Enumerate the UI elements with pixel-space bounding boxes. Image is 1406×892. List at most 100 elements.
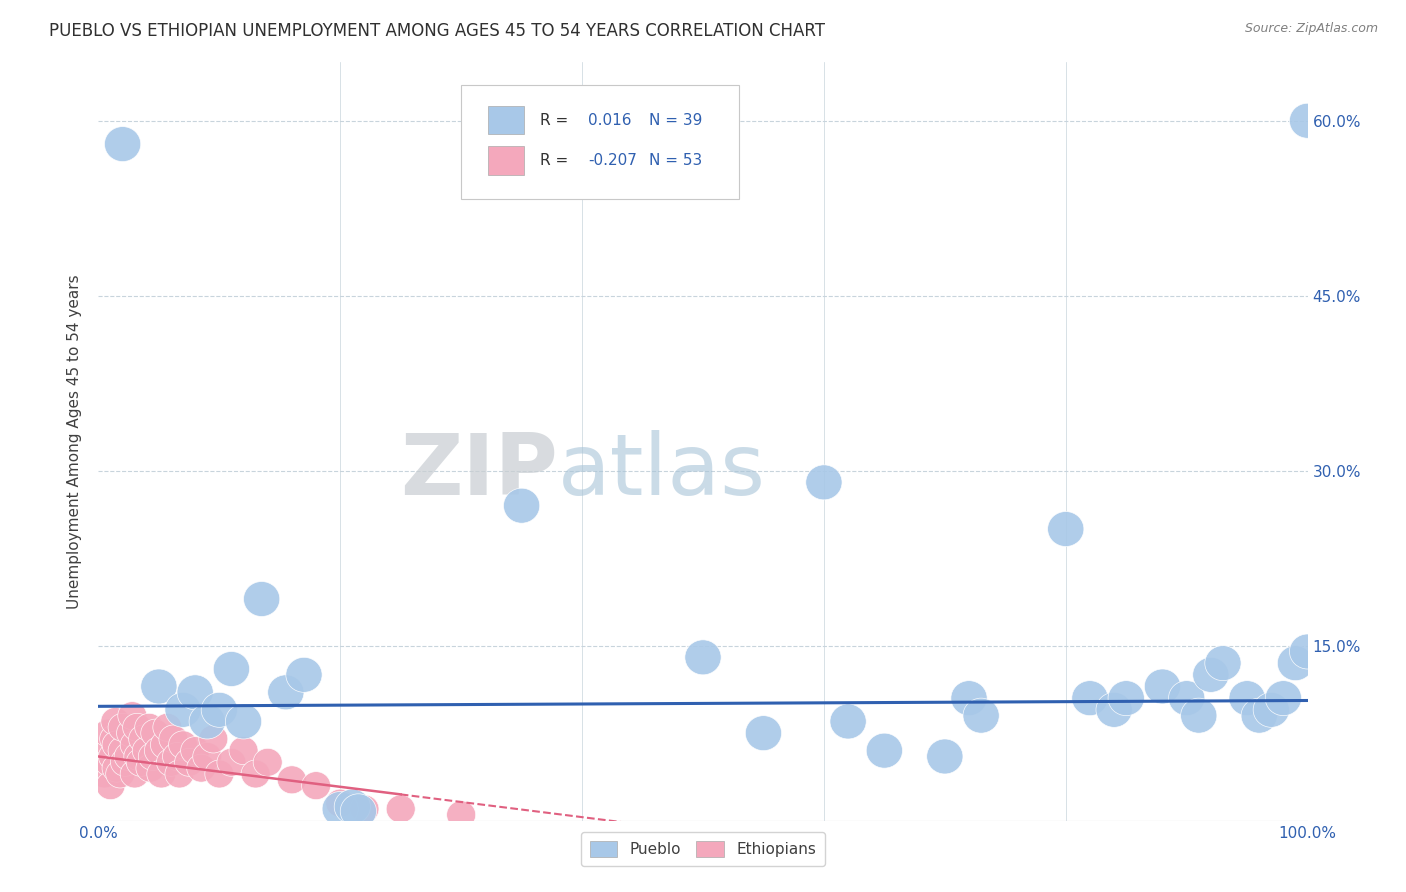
Circle shape bbox=[1289, 103, 1326, 138]
Circle shape bbox=[950, 681, 987, 715]
Circle shape bbox=[188, 704, 225, 739]
Circle shape bbox=[1181, 698, 1218, 733]
Circle shape bbox=[93, 737, 121, 764]
Circle shape bbox=[240, 760, 270, 788]
Text: N = 39: N = 39 bbox=[648, 112, 702, 128]
Circle shape bbox=[180, 737, 209, 764]
Circle shape bbox=[193, 742, 222, 771]
Circle shape bbox=[132, 737, 162, 764]
Text: R =: R = bbox=[540, 112, 568, 128]
Circle shape bbox=[138, 742, 167, 771]
Text: atlas: atlas bbox=[558, 430, 766, 514]
Circle shape bbox=[229, 737, 259, 764]
Text: R =: R = bbox=[540, 153, 568, 168]
Circle shape bbox=[105, 760, 135, 788]
Circle shape bbox=[159, 725, 188, 753]
Circle shape bbox=[806, 465, 842, 500]
Circle shape bbox=[830, 704, 866, 739]
Text: ZIP: ZIP bbox=[401, 430, 558, 514]
Circle shape bbox=[963, 698, 1000, 733]
Circle shape bbox=[118, 702, 146, 730]
Circle shape bbox=[136, 754, 165, 782]
Circle shape bbox=[141, 719, 170, 747]
Circle shape bbox=[94, 719, 122, 747]
Circle shape bbox=[1278, 646, 1313, 681]
Circle shape bbox=[117, 719, 146, 747]
Circle shape bbox=[124, 742, 153, 771]
Circle shape bbox=[217, 748, 246, 776]
Circle shape bbox=[111, 748, 139, 776]
Circle shape bbox=[127, 748, 155, 776]
Circle shape bbox=[103, 731, 131, 759]
Circle shape bbox=[1265, 681, 1302, 715]
Circle shape bbox=[214, 651, 250, 687]
Circle shape bbox=[129, 725, 157, 753]
Legend: Pueblo, Ethiopians: Pueblo, Ethiopians bbox=[581, 831, 825, 866]
Bar bbox=[488, 145, 524, 175]
Circle shape bbox=[90, 760, 120, 788]
Circle shape bbox=[1241, 698, 1278, 733]
Circle shape bbox=[866, 733, 903, 768]
Y-axis label: Unemployment Among Ages 45 to 54 years: Unemployment Among Ages 45 to 54 years bbox=[67, 274, 83, 609]
Circle shape bbox=[1108, 681, 1144, 715]
Circle shape bbox=[1205, 646, 1241, 681]
Circle shape bbox=[120, 760, 149, 788]
Circle shape bbox=[198, 725, 228, 753]
Circle shape bbox=[201, 692, 238, 727]
Circle shape bbox=[1047, 511, 1084, 547]
Circle shape bbox=[108, 714, 138, 741]
Circle shape bbox=[135, 714, 163, 741]
Circle shape bbox=[108, 737, 138, 764]
Circle shape bbox=[335, 789, 371, 824]
Circle shape bbox=[1192, 657, 1229, 692]
Bar bbox=[488, 105, 524, 135]
Circle shape bbox=[503, 488, 540, 524]
Circle shape bbox=[277, 766, 307, 794]
Circle shape bbox=[1144, 669, 1181, 704]
Circle shape bbox=[745, 715, 782, 751]
Text: 0.016: 0.016 bbox=[588, 112, 631, 128]
Circle shape bbox=[1229, 681, 1265, 715]
Circle shape bbox=[1289, 634, 1326, 669]
Circle shape bbox=[187, 754, 215, 782]
Circle shape bbox=[1253, 692, 1289, 727]
Circle shape bbox=[122, 714, 152, 741]
FancyBboxPatch shape bbox=[461, 85, 740, 199]
Circle shape bbox=[447, 801, 475, 829]
Circle shape bbox=[1168, 681, 1205, 715]
Circle shape bbox=[205, 760, 233, 788]
Circle shape bbox=[169, 731, 198, 759]
Circle shape bbox=[98, 742, 128, 771]
Circle shape bbox=[163, 742, 191, 771]
Circle shape bbox=[350, 795, 380, 823]
Circle shape bbox=[103, 754, 131, 782]
Circle shape bbox=[322, 791, 359, 827]
Circle shape bbox=[150, 731, 180, 759]
Circle shape bbox=[141, 669, 177, 704]
Circle shape bbox=[387, 795, 415, 823]
Circle shape bbox=[104, 127, 141, 161]
Circle shape bbox=[101, 707, 129, 736]
Circle shape bbox=[165, 760, 194, 788]
Text: PUEBLO VS ETHIOPIAN UNEMPLOYMENT AMONG AGES 45 TO 54 YEARS CORRELATION CHART: PUEBLO VS ETHIOPIAN UNEMPLOYMENT AMONG A… bbox=[49, 22, 825, 40]
Text: N = 53: N = 53 bbox=[648, 153, 702, 168]
Text: Source: ZipAtlas.com: Source: ZipAtlas.com bbox=[1244, 22, 1378, 36]
Text: -0.207: -0.207 bbox=[588, 153, 637, 168]
Circle shape bbox=[174, 748, 204, 776]
Circle shape bbox=[225, 704, 262, 739]
Circle shape bbox=[156, 748, 186, 776]
Circle shape bbox=[285, 657, 322, 692]
Circle shape bbox=[927, 739, 963, 774]
Circle shape bbox=[267, 675, 304, 710]
Circle shape bbox=[177, 675, 214, 710]
Circle shape bbox=[301, 772, 330, 799]
Circle shape bbox=[100, 725, 129, 753]
Circle shape bbox=[94, 748, 124, 776]
Circle shape bbox=[685, 640, 721, 675]
Circle shape bbox=[96, 772, 125, 799]
Circle shape bbox=[1071, 681, 1108, 715]
Circle shape bbox=[326, 789, 354, 817]
Circle shape bbox=[146, 760, 176, 788]
Circle shape bbox=[243, 582, 280, 616]
Circle shape bbox=[153, 714, 181, 741]
